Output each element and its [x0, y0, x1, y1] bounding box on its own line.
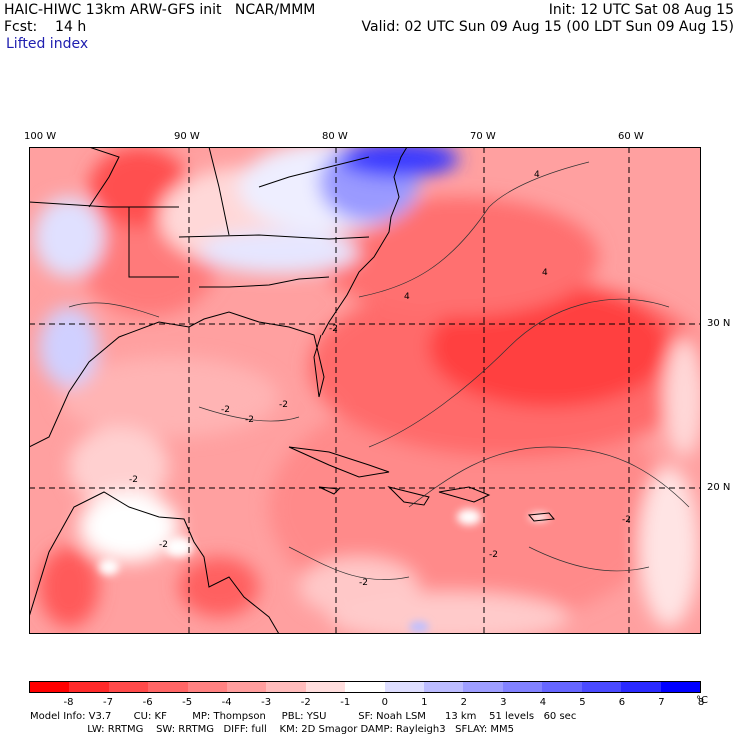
contour-label: -2: [245, 415, 254, 425]
lat-label-20n: 20 N: [707, 482, 731, 493]
colorbar-tick-label: -7: [103, 697, 114, 708]
colorbar-swatch: [345, 682, 385, 692]
colorbar-swatch: [305, 682, 346, 692]
colorbar-tick-label: 3: [500, 697, 507, 708]
model-info-line2: LW: RRTMG SW: RRTMG DIFF: full KM: 2D Sm…: [30, 724, 515, 735]
init-time: Init: 12 UTC Sat 08 Aug 15: [548, 2, 734, 18]
colorbar-swatch: [621, 682, 661, 692]
colorbar-swatch: [660, 682, 700, 692]
colorbar-swatch: [502, 682, 543, 692]
colorbar-tick-label: 2: [460, 697, 467, 708]
colorbar-swatch: [69, 682, 109, 692]
contour-label: 4: [542, 268, 548, 278]
colorbar-tick-label: -2: [300, 697, 311, 708]
colorbar-swatch: [187, 682, 228, 692]
lon-label-100w: 100 W: [24, 131, 57, 142]
contour-label: -2: [329, 324, 338, 334]
contour-label: -2: [359, 578, 368, 588]
valid-time: Valid: 02 UTC Sun 09 Aug 15 (00 LDT Sun …: [361, 19, 735, 35]
contour-label-group: 4 4 4 -2 -2 -2 -2 -2 -2 -2 -2 -2: [129, 170, 631, 588]
colorbar-tick-label: 8: [697, 697, 705, 708]
colorbar-tick-label: 6: [618, 697, 626, 708]
run-title: HAIC-HIWC 13km ARW-GFS init NCAR/MMM: [4, 2, 316, 18]
colorbar: [29, 681, 701, 693]
colorbar-tick-label: 7: [658, 697, 665, 708]
field-detail: [99, 509, 549, 633]
field-name: Lifted index: [6, 36, 89, 52]
lon-label-70w: 70 W: [470, 131, 496, 142]
colorbar-tick-label: 1: [421, 697, 428, 708]
contour-label: -2: [279, 400, 288, 410]
contour-label: 4: [534, 170, 540, 180]
colorbar-swatch: [227, 682, 267, 692]
colorbar-swatch: [542, 682, 582, 692]
lon-label-90w: 90 W: [174, 131, 200, 142]
colorbar-swatch: [424, 682, 464, 692]
latlon-grid: [29, 147, 701, 634]
contour-label: -2: [622, 515, 631, 525]
colorbar-tick-label: -3: [261, 697, 272, 708]
field-shading: [34, 147, 701, 634]
contours: [68, 161, 690, 580]
colorbar-tick-label: 5: [579, 697, 586, 708]
lat-label-30n: 30 N: [707, 318, 731, 329]
colorbar-unit: °C: [696, 695, 708, 706]
contour-label: -2: [221, 405, 230, 415]
colorbar-tick-label: -6: [142, 697, 153, 708]
map-frame: [29, 147, 701, 634]
colorbar-swatch: [266, 682, 306, 692]
lon-label-80w: 80 W: [322, 131, 348, 142]
contour-label: -2: [159, 540, 168, 550]
contour-label: -2: [129, 475, 138, 485]
colorbar-swatch: [463, 682, 503, 692]
contour-label: 4: [404, 292, 410, 302]
lon-label-60w: 60 W: [618, 131, 644, 142]
lifted-index-map: 4 4 4 -2 -2 -2 -2 -2 -2 -2 -2 -2: [29, 147, 701, 634]
forecast-hour: Fcst: 14 h: [4, 19, 87, 35]
colorbar-swatch: [30, 682, 70, 692]
contour-label: -2: [489, 550, 498, 560]
model-info-line1: Model Info: V3.7 CU: KF MP: Thompson PBL…: [30, 711, 577, 722]
colorbar-tick-label: -5: [182, 697, 193, 708]
colorbar-tick-label: 4: [539, 697, 547, 708]
colorbar-tick-label: -1: [340, 697, 351, 708]
colorbar-tick-label: -4: [221, 697, 232, 708]
colorbar-tick-label: -8: [63, 697, 74, 708]
colorbar-tick-label: 0: [381, 697, 388, 708]
colorbar-swatch: [148, 682, 188, 692]
colorbar-swatch: [581, 682, 622, 692]
colorbar-swatch: [108, 682, 149, 692]
colorbar-swatch: [384, 682, 425, 692]
